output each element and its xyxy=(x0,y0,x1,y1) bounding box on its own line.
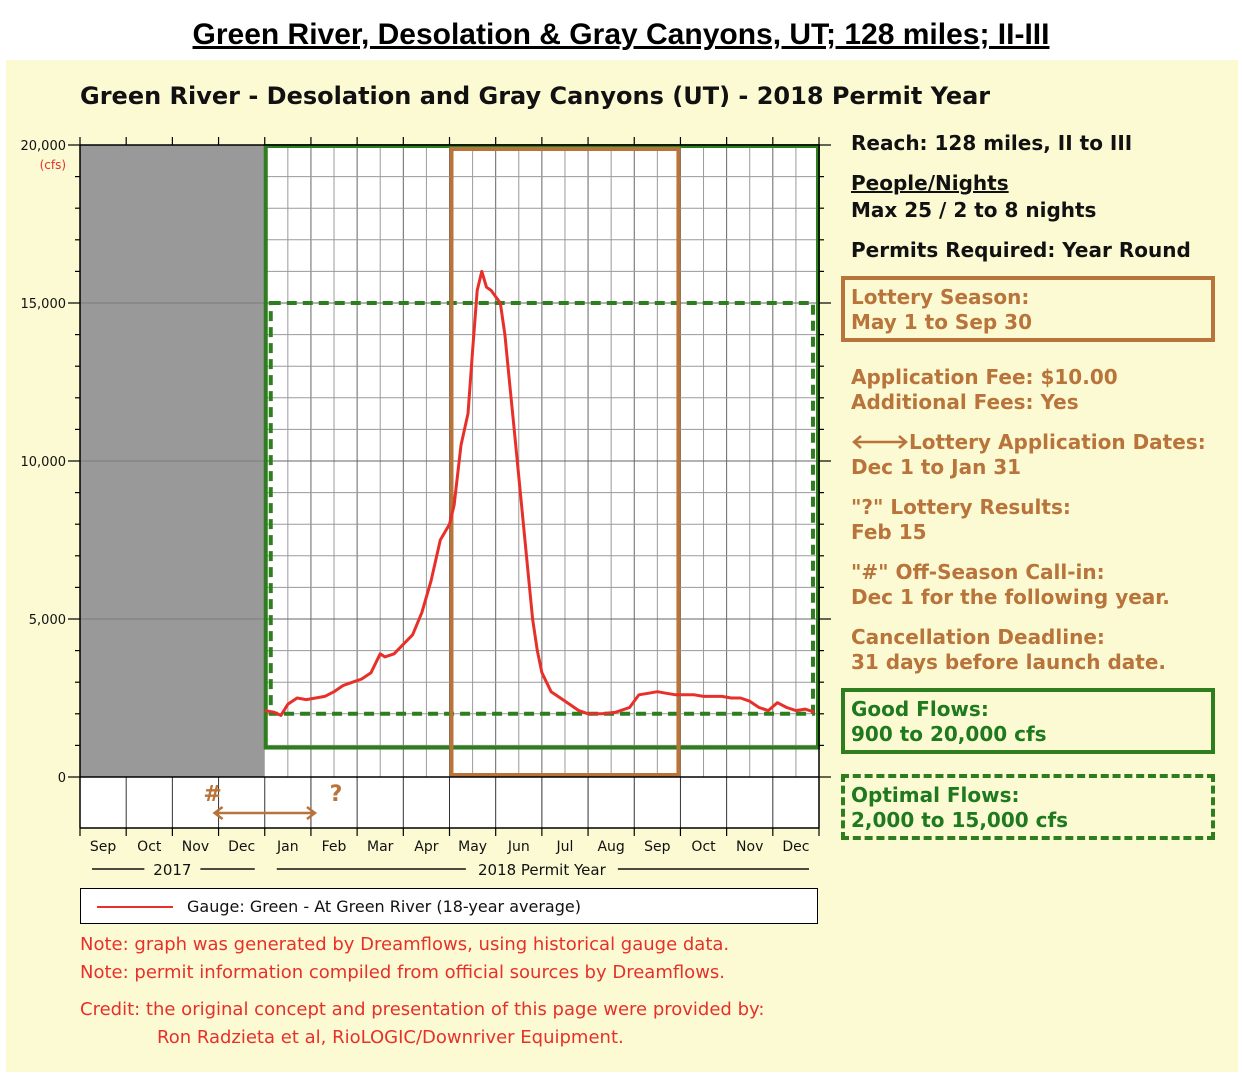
year-label-2017: 2017 xyxy=(153,861,191,879)
y-tick-label: 20,000 xyxy=(21,139,67,154)
lottery-results-marker: ? xyxy=(330,782,343,807)
application-dates-value: Dec 1 to Jan 31 xyxy=(851,455,1022,479)
additional-fees: Additional Fees: Yes xyxy=(851,390,1079,414)
arrow-head-left xyxy=(212,806,224,820)
month-label: May xyxy=(458,839,487,855)
y-tick-label: 10,000 xyxy=(21,455,67,470)
page-heading: Green River, Desolation & Gray Canyons, … xyxy=(192,18,1050,51)
application-dates-title: Lottery Application Dates: xyxy=(909,430,1206,454)
cancellation-title: Cancellation Deadline: xyxy=(851,625,1105,649)
month-label: Aug xyxy=(597,839,624,855)
optimal-flows-title: Optimal Flows: xyxy=(851,783,1020,807)
lottery-season-region xyxy=(449,147,681,777)
lottery-season-box xyxy=(841,276,1215,342)
lottery-results-title: "?" Lottery Results: xyxy=(851,495,1071,519)
call-in-value: Dec 1 for the following year. xyxy=(851,585,1170,609)
lottery-results-value: Feb 15 xyxy=(851,520,927,544)
people-nights-value: Max 25 / 2 to 8 nights xyxy=(851,198,1097,222)
month-label: Nov xyxy=(736,839,763,855)
month-label: Jul xyxy=(556,839,574,855)
good-flows-box xyxy=(841,688,1215,754)
optimal-flows-box xyxy=(841,774,1215,840)
permit-regions xyxy=(263,144,820,777)
chart-axes xyxy=(68,137,831,836)
month-label: Dec xyxy=(782,839,809,855)
y-unit-label: (cfs) xyxy=(40,158,66,172)
y-tick-label: 5,000 xyxy=(29,613,66,628)
credit-names: Ron Radzieta et al, RioLOGIC/Downriver E… xyxy=(157,1027,624,1048)
month-label: Sep xyxy=(90,839,117,855)
reach-info: Reach: 128 miles, II to III xyxy=(851,131,1133,155)
y-tick-label: 15,000 xyxy=(21,297,67,312)
legend-line-swatch xyxy=(97,906,173,908)
year-label-permit: 2018 Permit Year xyxy=(478,861,607,879)
month-label: Jan xyxy=(276,839,299,855)
lottery-season-title: Lottery Season: xyxy=(851,285,1030,309)
axis-labels: 0 5,000 10,000 15,000 20,000 (cfs) Sep Oct Nov De… xyxy=(21,139,810,879)
date-markers: #? xyxy=(203,782,343,820)
cancellation-value: 31 days before launch date. xyxy=(851,650,1167,674)
call-in-marker: # xyxy=(203,782,221,807)
month-label: Oct xyxy=(691,839,716,855)
legend-label: Gauge: Green - At Green River (18-year a… xyxy=(187,897,581,916)
good-flows-value: 900 to 20,000 cfs xyxy=(851,722,1047,746)
flow-series xyxy=(264,269,815,717)
month-label: Mar xyxy=(367,839,394,855)
chart-title: Green River - Desolation and Gray Canyon… xyxy=(80,82,991,110)
month-label: Apr xyxy=(414,839,438,855)
month-label: Oct xyxy=(137,839,162,855)
chart-legend: Gauge: Green - At Green River (18-year a… xyxy=(80,888,818,924)
lottery-season-value: May 1 to Sep 30 xyxy=(851,310,1033,334)
flow-series-line-0 xyxy=(264,269,815,717)
month-label: Feb xyxy=(322,839,347,855)
good-flows-title: Good Flows: xyxy=(851,697,989,721)
optimal-flows-region xyxy=(268,301,815,716)
month-label: Dec xyxy=(228,839,255,855)
month-label: Jun xyxy=(507,839,530,855)
month-label: Nov xyxy=(182,839,209,855)
permits-required: Permits Required: Year Round xyxy=(851,238,1191,262)
call-in-title: "#" Off-Season Call-in: xyxy=(851,560,1105,584)
good-flows-region xyxy=(263,144,820,750)
credit-line: Credit: the original concept and present… xyxy=(80,999,765,1020)
optimal-flows-value: 2,000 to 15,000 cfs xyxy=(851,808,1069,832)
arrow-head-right xyxy=(306,806,318,820)
double-arrow-icon xyxy=(852,435,908,449)
note-compiled: Note: permit information compiled from o… xyxy=(80,962,726,983)
y-tick-label: 0 xyxy=(58,771,66,786)
note-generated: Note: graph was generated by Dreamflows,… xyxy=(80,934,730,955)
application-fee: Application Fee: $10.00 xyxy=(851,365,1118,389)
application-dates-title-row: Lottery Application Dates: xyxy=(851,430,1206,455)
month-label: Sep xyxy=(644,839,671,855)
people-nights-title: People/Nights xyxy=(851,171,1009,195)
